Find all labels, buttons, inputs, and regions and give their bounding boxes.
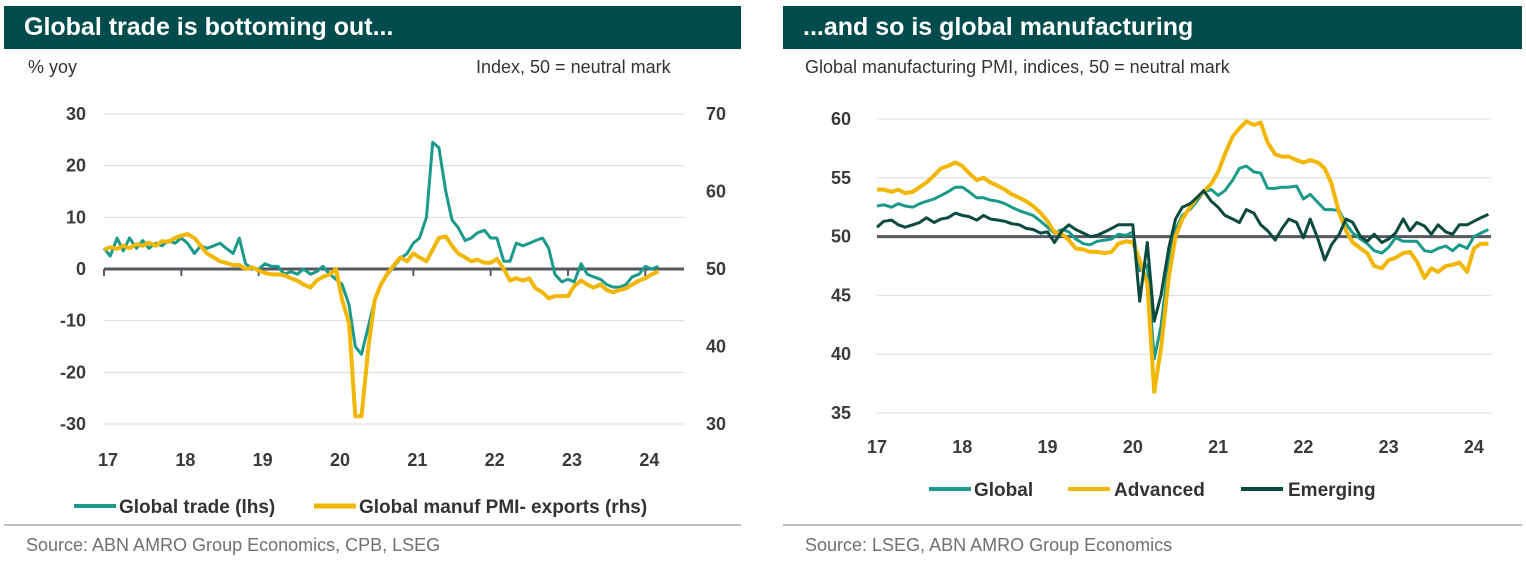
y-tick-label: 50 xyxy=(831,227,851,247)
x-tick-label: 19 xyxy=(1038,437,1058,457)
legend-label-global: Global xyxy=(974,480,1033,501)
right-panel: ...and so is global manufacturing Global… xyxy=(783,0,1522,565)
x-tick-label: 20 xyxy=(330,450,350,470)
right-unit: Global manufacturing PMI, indices, 50 = … xyxy=(805,57,1230,77)
y-right-tick-label: 60 xyxy=(706,182,726,202)
left-unit-lhs: % yoy xyxy=(28,57,78,77)
left-source: Source: ABN AMRO Group Economics, CPB, L… xyxy=(26,535,441,555)
y-left-tick-label: 0 xyxy=(76,259,86,279)
y-left-tick-label: -20 xyxy=(60,362,86,382)
left-panel: Global trade is bottoming out... % yoy I… xyxy=(4,0,741,565)
y-left-tick-label: -10 xyxy=(60,311,86,331)
x-tick-label: 24 xyxy=(1464,437,1484,457)
y-tick-label: 45 xyxy=(831,285,851,305)
x-tick-label: 20 xyxy=(1123,437,1143,457)
x-tick-label: 22 xyxy=(1293,437,1313,457)
y-tick-label: 55 xyxy=(831,168,851,188)
y-right-tick-label: 40 xyxy=(706,337,726,357)
right-chart: 60 55 50 45 40 35 17 18 19 20 21 22 23 24 Global Advanc… xyxy=(831,109,1491,501)
y-right-tick-label: 30 xyxy=(706,414,726,434)
legend-label-global-trade: Global trade (lhs) xyxy=(119,497,275,518)
series-line-emerging xyxy=(876,189,1490,323)
x-tick-label: 18 xyxy=(952,437,972,457)
legend-label-manuf-pmi-exports: Global manuf PMI- exports (rhs) xyxy=(359,497,647,518)
right-chart-title: ...and so is global manufacturing xyxy=(783,6,1522,49)
x-tick-label: 19 xyxy=(253,450,273,470)
left-unit-rhs: Index, 50 = neutral mark xyxy=(476,57,671,77)
right-source: Source: LSEG, ABN AMRO Group Economics xyxy=(805,535,1173,555)
y-tick-label: 40 xyxy=(831,344,851,364)
series-line-global xyxy=(876,164,1490,361)
x-tick-label: 23 xyxy=(562,450,582,470)
x-tick-label: 23 xyxy=(1379,437,1399,457)
x-tick-label: 21 xyxy=(407,450,427,470)
y-right-tick-label: 50 xyxy=(706,259,726,279)
series-line-manuf-pmi-exports xyxy=(103,232,660,419)
x-tick-label: 22 xyxy=(485,450,505,470)
y-right-tick-label: 70 xyxy=(706,104,726,124)
x-tick-label: 18 xyxy=(175,450,195,470)
left-chart-title: Global trade is bottoming out... xyxy=(4,6,741,49)
left-source-divider xyxy=(4,524,741,526)
y-left-tick-label: 20 xyxy=(66,156,86,176)
y-left-tick-label: 30 xyxy=(66,104,86,124)
x-tick-label: 24 xyxy=(639,450,659,470)
x-tick-label: 21 xyxy=(1208,437,1228,457)
y-tick-label: 35 xyxy=(831,403,851,423)
x-tick-label: 17 xyxy=(867,437,887,457)
series-line-advanced xyxy=(877,119,1489,394)
series-line-global-trade xyxy=(102,140,660,356)
legend-label-advanced: Advanced xyxy=(1114,480,1205,501)
y-tick-label: 60 xyxy=(831,109,851,129)
x-tick-label: 17 xyxy=(98,450,118,470)
y-left-tick-label: 10 xyxy=(66,207,86,227)
left-chart: 30 20 10 0 -10 -20 -30 70 60 50 40 30 17 18 19 20 21 22 23… xyxy=(60,104,726,518)
right-source-divider xyxy=(783,524,1522,526)
legend-label-emerging: Emerging xyxy=(1288,480,1376,501)
y-left-tick-label: -30 xyxy=(60,414,86,434)
